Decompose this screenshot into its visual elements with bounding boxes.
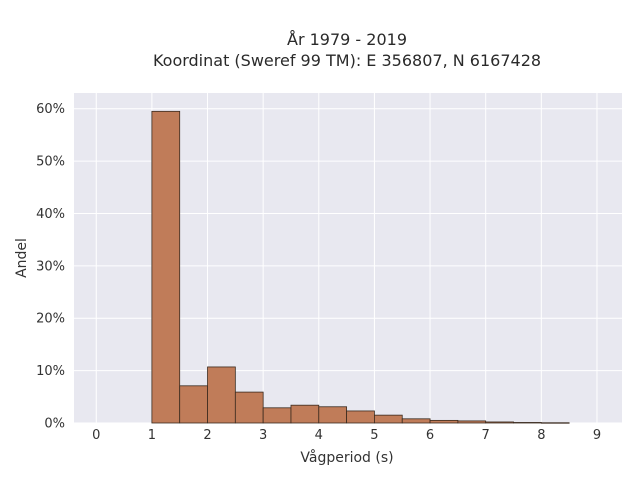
y-tick-label-6: 60% bbox=[36, 102, 65, 117]
y-tick-label-5: 50% bbox=[36, 155, 65, 170]
bar-12 bbox=[485, 421, 514, 424]
y-tick-label-2: 20% bbox=[36, 312, 65, 327]
x-tick-label-8: 8 bbox=[537, 428, 545, 443]
bars bbox=[151, 110, 570, 424]
bar-9 bbox=[401, 418, 431, 424]
x-tick-label-4: 4 bbox=[315, 428, 323, 443]
bar-4 bbox=[262, 407, 292, 424]
y-tick-label-4: 40% bbox=[36, 207, 65, 222]
x-tick-labels: 0 1 2 3 4 5 6 7 8 9 bbox=[92, 428, 601, 443]
bar-1 bbox=[179, 385, 208, 424]
bar-10 bbox=[429, 419, 459, 424]
x-tick-label-1: 1 bbox=[148, 428, 156, 443]
bar-2 bbox=[207, 366, 236, 424]
y-tick-label-3: 30% bbox=[36, 259, 65, 274]
bar-6 bbox=[318, 406, 348, 424]
x-tick-label-2: 2 bbox=[203, 428, 211, 443]
bar-5 bbox=[290, 404, 320, 424]
bar-14 bbox=[540, 422, 570, 424]
x-axis-label: Vågperiod (s) bbox=[300, 449, 393, 466]
bar-3 bbox=[234, 391, 264, 424]
chart-title-line-2: Koordinat (Sweref 99 TM): E 356807, N 61… bbox=[153, 51, 541, 70]
bar-7 bbox=[346, 410, 375, 424]
bar-11 bbox=[457, 420, 487, 424]
y-tick-labels: 0% 10% 20% 30% 40% 50% 60% bbox=[36, 102, 65, 431]
y-axis-label: Andel bbox=[14, 238, 30, 278]
x-tick-label-7: 7 bbox=[482, 428, 490, 443]
y-tick-label-0: 0% bbox=[44, 417, 65, 432]
bar-0 bbox=[151, 110, 181, 424]
bar-8 bbox=[374, 414, 403, 424]
x-tick-label-0: 0 bbox=[92, 428, 100, 443]
bar-13 bbox=[513, 422, 542, 424]
y-tick-label-1: 10% bbox=[36, 364, 65, 379]
x-tick-label-5: 5 bbox=[370, 428, 378, 443]
x-tick-label-9: 9 bbox=[593, 428, 601, 443]
x-tick-label-6: 6 bbox=[426, 428, 434, 443]
chart-title-line-1: År 1979 - 2019 bbox=[287, 30, 407, 49]
x-tick-label-3: 3 bbox=[259, 428, 267, 443]
